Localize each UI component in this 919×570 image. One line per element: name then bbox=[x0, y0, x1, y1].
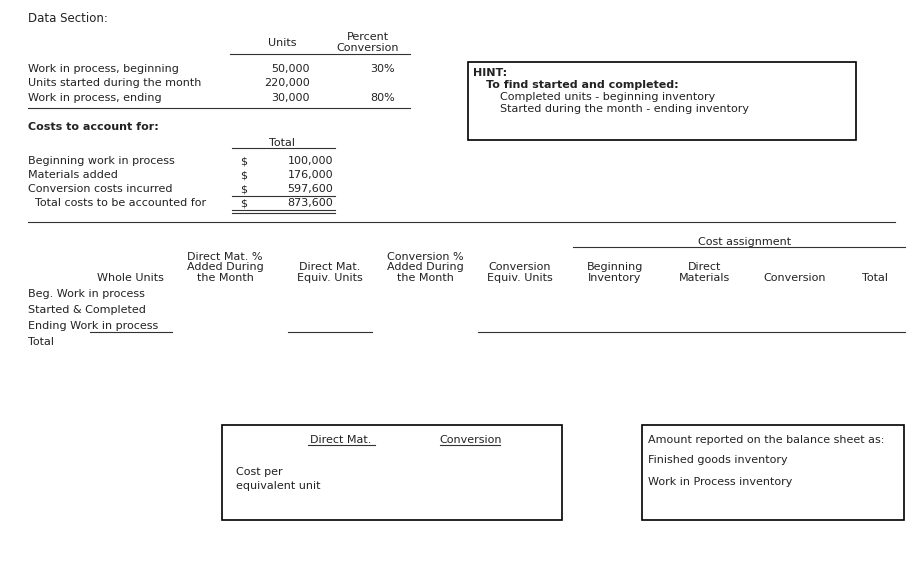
Text: Work in process, beginning: Work in process, beginning bbox=[28, 64, 178, 74]
Text: Work in Process inventory: Work in Process inventory bbox=[647, 477, 791, 487]
Text: 873,600: 873,600 bbox=[287, 198, 333, 208]
Text: Completed units - beginning inventory: Completed units - beginning inventory bbox=[499, 92, 714, 102]
Text: the Month: the Month bbox=[396, 273, 453, 283]
Text: 80%: 80% bbox=[369, 93, 394, 103]
Text: 50,000: 50,000 bbox=[271, 64, 310, 74]
Text: Direct: Direct bbox=[687, 262, 720, 272]
Bar bbox=[221, 425, 562, 520]
Text: Materials: Materials bbox=[678, 273, 730, 283]
Text: Total: Total bbox=[268, 138, 295, 148]
Text: Inventory: Inventory bbox=[587, 273, 641, 283]
Text: Direct Mat.: Direct Mat. bbox=[299, 262, 360, 272]
Text: Amount reported on the balance sheet as:: Amount reported on the balance sheet as: bbox=[647, 435, 883, 445]
Text: $: $ bbox=[240, 184, 247, 194]
Text: Conversion: Conversion bbox=[438, 435, 501, 445]
Text: $: $ bbox=[240, 156, 247, 166]
Text: Equiv. Units: Equiv. Units bbox=[486, 273, 552, 283]
Bar bbox=[641, 425, 903, 520]
Text: Data Section:: Data Section: bbox=[28, 12, 108, 25]
Text: Added During: Added During bbox=[386, 262, 463, 272]
Text: 176,000: 176,000 bbox=[287, 170, 333, 180]
Text: Direct Mat. %: Direct Mat. % bbox=[187, 252, 263, 262]
Text: Started during the month - ending inventory: Started during the month - ending invent… bbox=[499, 104, 748, 114]
Text: Total: Total bbox=[861, 273, 887, 283]
Text: $: $ bbox=[240, 198, 247, 208]
Text: 30%: 30% bbox=[370, 64, 394, 74]
Text: Costs to account for:: Costs to account for: bbox=[28, 122, 159, 132]
Text: Percent: Percent bbox=[346, 32, 389, 42]
Text: Ending Work in process: Ending Work in process bbox=[28, 321, 158, 331]
Bar bbox=[468, 62, 855, 140]
Text: Total costs to be accounted for: Total costs to be accounted for bbox=[28, 198, 206, 208]
Text: Beginning: Beginning bbox=[586, 262, 642, 272]
Text: Conversion costs incurred: Conversion costs incurred bbox=[28, 184, 173, 194]
Text: equivalent unit: equivalent unit bbox=[236, 481, 320, 491]
Text: Beg. Work in process: Beg. Work in process bbox=[28, 289, 144, 299]
Text: Started & Completed: Started & Completed bbox=[28, 305, 146, 315]
Text: Conversion: Conversion bbox=[488, 262, 550, 272]
Text: 597,600: 597,600 bbox=[287, 184, 333, 194]
Text: Direct Mat.: Direct Mat. bbox=[310, 435, 371, 445]
Text: $: $ bbox=[240, 170, 247, 180]
Text: HINT:: HINT: bbox=[472, 68, 506, 78]
Text: Units: Units bbox=[267, 38, 296, 48]
Text: Finished goods inventory: Finished goods inventory bbox=[647, 455, 787, 465]
Text: the Month: the Month bbox=[197, 273, 253, 283]
Text: Cost per: Cost per bbox=[236, 467, 282, 477]
Text: Work in process, ending: Work in process, ending bbox=[28, 93, 162, 103]
Text: Conversion %: Conversion % bbox=[386, 252, 463, 262]
Text: Equiv. Units: Equiv. Units bbox=[297, 273, 362, 283]
Text: Materials added: Materials added bbox=[28, 170, 118, 180]
Text: 30,000: 30,000 bbox=[271, 93, 310, 103]
Text: Beginning work in process: Beginning work in process bbox=[28, 156, 175, 166]
Text: 100,000: 100,000 bbox=[287, 156, 333, 166]
Text: Total: Total bbox=[28, 337, 54, 347]
Text: Added During: Added During bbox=[187, 262, 263, 272]
Text: To find started and completed:: To find started and completed: bbox=[485, 80, 678, 90]
Text: 220,000: 220,000 bbox=[264, 78, 310, 88]
Text: Units started during the month: Units started during the month bbox=[28, 78, 201, 88]
Text: Cost assignment: Cost assignment bbox=[698, 237, 790, 247]
Text: Conversion: Conversion bbox=[336, 43, 399, 53]
Text: Whole Units: Whole Units bbox=[96, 273, 164, 283]
Text: Conversion: Conversion bbox=[763, 273, 825, 283]
